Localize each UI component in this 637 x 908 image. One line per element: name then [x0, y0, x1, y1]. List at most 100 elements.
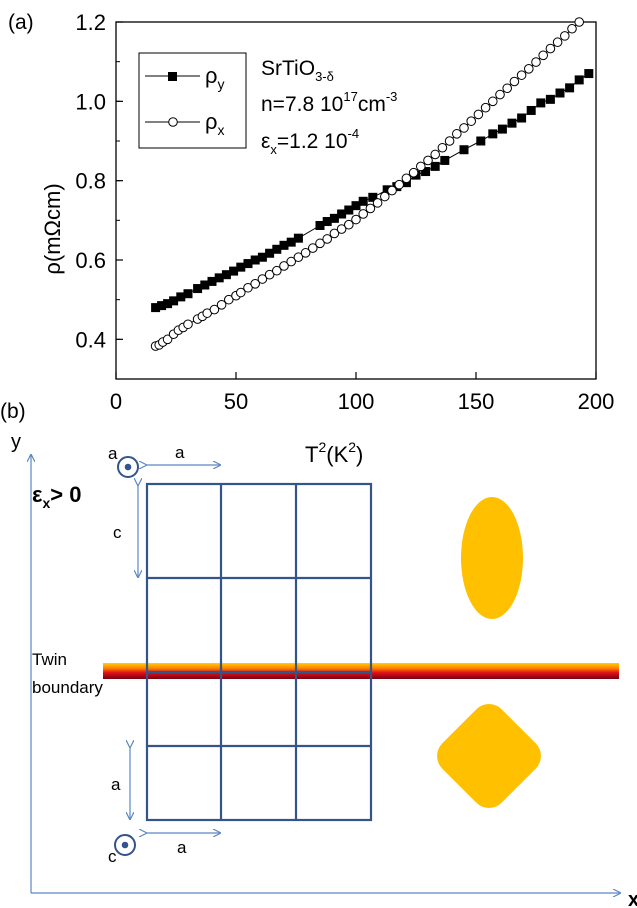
- data-point-rho-x: [380, 191, 390, 202]
- data-point-rho-y: [250, 255, 260, 265]
- data-point-rho-y: [497, 124, 507, 134]
- data-point-rho-x: [473, 109, 484, 120]
- data-point-rho-x: [524, 64, 534, 74]
- y-tick-label: 1.2: [75, 10, 106, 35]
- data-point-rho-y: [545, 94, 555, 104]
- data-point-rho-x: [272, 265, 282, 276]
- data-point-rho-x: [358, 209, 369, 219]
- y-axis-ticks: 0.4 0.6 0.8 1.0 1.2: [75, 10, 123, 380]
- data-point-rho-y: [337, 209, 347, 219]
- data-point-rho-y: [157, 301, 167, 311]
- y-tick-label: 1.0: [75, 89, 106, 114]
- data-point-rho-x: [308, 243, 318, 253]
- elongated-ellipse-shape: [461, 497, 523, 619]
- data-point-rho-x: [531, 57, 541, 67]
- data-point-rho-x: [387, 185, 397, 196]
- y-tick-label: 0.4: [75, 327, 106, 352]
- data-point-rho-y: [193, 284, 203, 294]
- data-point-rho-y: [207, 276, 217, 286]
- lattice-grid: [145, 482, 373, 822]
- data-point-rho-y: [183, 289, 193, 299]
- data-point-rho-y: [440, 155, 450, 165]
- data-point-rho-y: [536, 98, 546, 108]
- panel-b-label: (b): [0, 400, 26, 423]
- strain-condition-label: εx> 0: [32, 482, 81, 511]
- data-point-rho-y: [176, 292, 186, 302]
- legend-box: [138, 52, 247, 149]
- x-axis-letter: x: [628, 889, 637, 908]
- data-point-rho-x: [250, 279, 260, 289]
- data-point-rho-x: [264, 269, 275, 280]
- data-point-rho-y: [151, 303, 161, 313]
- data-point-rho-x: [437, 142, 448, 153]
- data-point-rho-y: [322, 217, 332, 227]
- data-point-rho-x: [401, 173, 412, 184]
- data-point-rho-x: [329, 228, 340, 239]
- data-point-rho-y: [265, 248, 275, 258]
- data-point-rho-y: [382, 185, 392, 195]
- bottom-axis-marker: [114, 834, 136, 856]
- data-point-rho-x: [452, 129, 462, 139]
- data-point-rho-x: [394, 179, 405, 190]
- data-point-rho-x: [502, 83, 513, 94]
- density-annotation: n=7.8 1017cm-3: [261, 89, 397, 116]
- data-point-rho-x: [243, 282, 253, 293]
- series-markers: [150, 17, 594, 351]
- top-width-label: a: [175, 443, 185, 462]
- rounded-diamond-shape: [437, 704, 541, 808]
- data-point-rho-x: [509, 76, 520, 87]
- data-point-rho-y: [517, 113, 527, 123]
- data-point-rho-y: [584, 69, 594, 79]
- x-tick-label: 150: [458, 389, 495, 414]
- chart-panel-a: 0 50 100 150 200 0.4 0.6 0.8 1.0 1.2 ρ(mΩcm) T2(…: [40, 10, 614, 467]
- data-point-rho-x: [322, 234, 333, 244]
- data-point-rho-y: [243, 259, 253, 269]
- data-point-rho-y: [459, 145, 469, 155]
- top-axis-marker: [117, 456, 139, 478]
- data-point-rho-y: [555, 88, 565, 98]
- y-tick-label: 0.6: [75, 248, 106, 273]
- x-tick-label: 200: [578, 389, 615, 414]
- data-point-rho-x: [488, 96, 498, 107]
- data-point-rho-x: [351, 214, 361, 225]
- data-point-rho-y: [344, 205, 354, 215]
- data-point-rho-y: [293, 233, 303, 243]
- top-height-label: c: [113, 523, 122, 542]
- x-tick-label: 50: [224, 389, 248, 414]
- data-point-rho-y: [200, 280, 210, 290]
- panel-a-label: (a): [8, 11, 34, 34]
- data-point-rho-x: [162, 334, 173, 345]
- data-point-rho-x: [574, 17, 585, 27]
- data-point-rho-x: [552, 37, 563, 48]
- material-annotation: SrTiO3-δ: [261, 57, 334, 84]
- data-point-rho-y: [351, 201, 361, 211]
- data-point-rho-x: [372, 198, 383, 208]
- x-axis-ticks: 0 50 100 150 200: [110, 372, 614, 414]
- data-point-rho-y: [229, 266, 239, 276]
- data-point-rho-x: [315, 238, 325, 249]
- data-point-rho-x: [516, 70, 527, 80]
- data-point-rho-x: [286, 256, 297, 267]
- data-point-rho-y: [368, 192, 378, 202]
- data-point-rho-x: [209, 304, 220, 315]
- data-point-rho-x: [336, 224, 347, 234]
- data-point-rho-x: [466, 116, 477, 126]
- bottom-height-label: a: [111, 775, 121, 794]
- data-point-rho-x: [344, 219, 354, 230]
- data-point-rho-y: [329, 213, 339, 223]
- data-point-rho-y: [163, 299, 173, 309]
- legend-marker-filled-square: [168, 72, 177, 81]
- y-tick-label: 0.8: [75, 169, 106, 194]
- data-point-rho-x: [224, 294, 234, 305]
- data-point-rho-y: [214, 273, 224, 283]
- data-point-rho-x: [423, 155, 433, 166]
- data-point-rho-x: [257, 274, 268, 284]
- y-axis-label: ρ(mΩcm): [40, 183, 65, 274]
- data-point-rho-y: [221, 270, 231, 280]
- data-point-rho-x: [279, 261, 289, 271]
- data-point-rho-y: [257, 252, 267, 262]
- data-point-rho-y: [476, 136, 486, 146]
- legend: ρy ρx: [138, 52, 247, 149]
- y-axis-letter: y: [11, 431, 21, 453]
